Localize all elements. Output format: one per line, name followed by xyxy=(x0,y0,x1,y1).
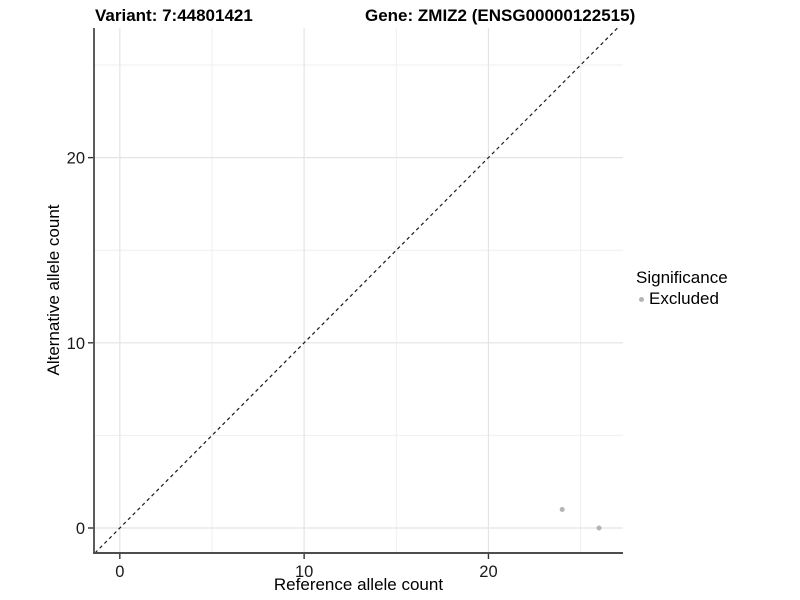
legend-point-icon xyxy=(639,296,644,302)
x-tick-label: 10 xyxy=(295,563,313,581)
data-point xyxy=(596,525,602,531)
data-point xyxy=(559,506,565,512)
plot-title-gene: Gene: ZMIZ2 (ENSG00000122515) xyxy=(365,6,636,25)
x-tick-label: 20 xyxy=(479,563,497,581)
legend: Significance Excluded xyxy=(636,268,728,308)
identity-dashed-line xyxy=(94,27,618,554)
y-tick-label: 0 xyxy=(76,520,85,538)
plot-title-variant: Variant: 7:44801421 xyxy=(95,6,253,25)
legend-item-label: Excluded xyxy=(649,289,719,308)
y-tick-label: 20 xyxy=(67,150,85,168)
y-axis-label: Alternative allele count xyxy=(44,204,63,376)
legend-title: Significance xyxy=(636,268,728,287)
legend-item-excluded: Excluded xyxy=(636,290,728,308)
x-tick-label: 0 xyxy=(115,563,124,581)
x-axis-label: Reference allele count xyxy=(273,575,444,594)
y-tick-label: 10 xyxy=(67,335,85,353)
